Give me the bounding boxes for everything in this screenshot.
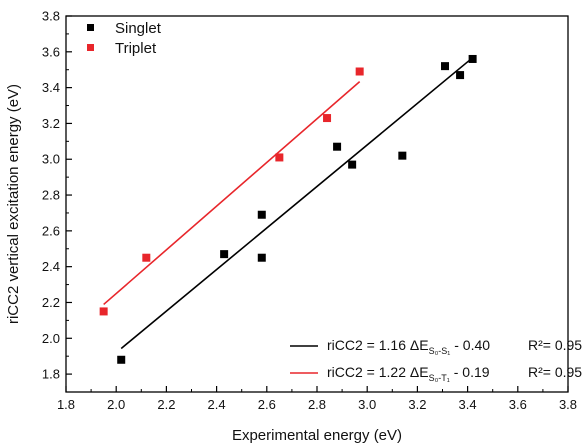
x-tick-label: 2.2 <box>157 397 175 412</box>
fit-lines <box>103 57 474 350</box>
x-tick-label: 2.0 <box>107 397 125 412</box>
y-tick-label: 2.2 <box>42 295 60 310</box>
data-point-singlet <box>468 54 477 63</box>
y-tick-label: 1.8 <box>42 367 60 382</box>
x-axis-title: Experimental energy (eV) <box>232 427 402 444</box>
data-point-singlet <box>333 142 342 151</box>
fit-r2-singlet: R²= 0.95 <box>528 337 582 353</box>
data-point-triplet <box>142 253 151 262</box>
plot-frame <box>65 15 569 393</box>
x-tick-label: 3.4 <box>459 397 477 412</box>
x-tick-label: 1.8 <box>57 397 75 412</box>
fit-equation-triplet: riCC2 = 1.22 ΔES₀-T₁ - 0.19 <box>327 364 490 383</box>
legend-marker-singlet <box>87 24 94 31</box>
data-point-singlet <box>257 210 266 219</box>
plot-area <box>65 15 569 393</box>
fit-line-triplet <box>103 81 361 306</box>
data-point-triplet <box>275 153 284 162</box>
x-axis: 1.8 2.0 2.2 2.4 2.6 2.8 3.0 3.2 3.4 3.6 3.8 <box>57 386 577 412</box>
y-tick-label: 3.8 <box>42 9 60 24</box>
y-tick-label: 3.6 <box>42 44 60 59</box>
y-tick-label: 3.0 <box>42 152 60 167</box>
data-point-triplet <box>323 114 332 123</box>
y-tick-label: 2.8 <box>42 188 60 203</box>
x-tick-label: 2.6 <box>258 397 276 412</box>
data-point-singlet <box>348 160 357 169</box>
legend-label-singlet: Singlet <box>115 20 162 37</box>
data-points <box>99 54 477 364</box>
y-tick-label: 3.4 <box>42 80 60 95</box>
x-tick-label: 2.8 <box>308 397 326 412</box>
x-tick-label: 3.0 <box>358 397 376 412</box>
data-point-triplet <box>99 307 108 316</box>
data-point-singlet <box>441 62 450 71</box>
x-tick-label: 3.8 <box>559 397 577 412</box>
x-tick-label: 3.6 <box>509 397 527 412</box>
fit-equation-singlet: riCC2 = 1.16 ΔES₀-S₁ - 0.40 <box>327 337 490 356</box>
data-point-triplet <box>355 67 364 76</box>
y-axis: 1.8 2.0 2.2 2.4 2.6 2.8 3.0 3.2 3.4 3.6 3.8 <box>42 9 72 393</box>
data-point-singlet <box>257 253 266 262</box>
data-point-singlet <box>117 355 126 364</box>
fit-r2-triplet: R²= 0.95 <box>528 364 582 380</box>
y-tick-label: 3.2 <box>42 116 60 131</box>
legend: Singlet Triplet <box>87 20 162 57</box>
legend-label-triplet: Triplet <box>115 40 157 57</box>
data-point-singlet <box>220 250 229 259</box>
data-point-singlet <box>398 151 407 160</box>
y-tick-label: 2.6 <box>42 223 60 238</box>
legend-marker-triplet <box>87 44 94 51</box>
x-tick-label: 3.2 <box>408 397 426 412</box>
y-tick-label: 2.4 <box>42 259 60 274</box>
data-point-singlet <box>456 71 465 80</box>
fit-legend: riCC2 = 1.16 ΔES₀-S₁ - 0.40 R²= 0.95 riC… <box>290 337 582 383</box>
x-tick-label: 2.4 <box>208 397 226 412</box>
fit-line-singlet <box>120 57 474 350</box>
y-tick-label: 2.0 <box>42 331 60 346</box>
y-axis-title: riCC2 vertical excitation energy (eV) <box>5 84 22 324</box>
